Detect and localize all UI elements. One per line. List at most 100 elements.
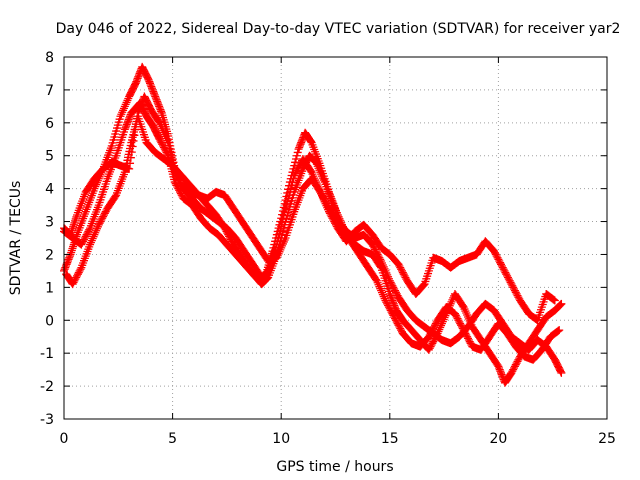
data-point [324, 205, 333, 214]
data-point [72, 212, 81, 221]
data-point [120, 102, 129, 111]
data-point [316, 168, 325, 177]
y-tick-label: 1 [45, 280, 54, 296]
data-point [71, 216, 80, 225]
data-point [459, 303, 468, 312]
data-point [90, 184, 99, 193]
x-tick-label: 15 [381, 431, 399, 447]
data-point [277, 243, 286, 252]
data-point [274, 233, 283, 242]
data-point [157, 122, 166, 131]
data-point [111, 192, 120, 201]
data-point [86, 240, 95, 249]
data-point [117, 110, 126, 119]
data-point [155, 118, 164, 127]
data-point [318, 172, 327, 181]
data-point [320, 197, 329, 206]
x-tick-label: 5 [168, 431, 177, 447]
data-point [262, 268, 271, 277]
data-point [378, 260, 387, 269]
data-point [460, 305, 469, 314]
data-point [317, 170, 326, 179]
data-point [67, 248, 76, 257]
data-point [160, 130, 169, 139]
data-points [60, 62, 566, 387]
data-point [67, 246, 76, 255]
data-point [279, 237, 288, 246]
data-point [319, 176, 328, 185]
y-tick-label: 5 [45, 149, 54, 165]
data-point [381, 266, 390, 275]
data-point [156, 120, 165, 129]
x-tick-labels: 0 5 10 15 20 25 [60, 431, 616, 447]
plot-frame [63, 56, 608, 420]
data-point [276, 245, 285, 254]
data-point [314, 164, 323, 173]
x-tick-label: 20 [489, 431, 507, 447]
data-point [85, 225, 94, 234]
data-point [374, 280, 383, 289]
data-point [86, 238, 95, 247]
data-point [382, 268, 391, 277]
y-tick-labels: -3 -2 -1 0 1 2 3 4 5 6 7 8 [40, 50, 54, 428]
data-point [69, 220, 78, 229]
data-point [376, 255, 385, 264]
data-point [119, 104, 128, 113]
x-tick-label: 10 [272, 431, 290, 447]
data-point [322, 201, 331, 210]
data-point [123, 96, 132, 105]
data-point [276, 226, 285, 235]
data-point [67, 228, 76, 237]
data-point [116, 112, 125, 121]
data-point [89, 232, 98, 241]
data-point [315, 166, 324, 175]
data-point [383, 270, 392, 279]
data-point [461, 307, 470, 316]
data-point [377, 286, 386, 295]
data-point [159, 126, 168, 135]
data-point [273, 236, 282, 245]
data-point [379, 262, 388, 271]
data-point [93, 222, 102, 231]
data-point [277, 222, 286, 231]
data-point [377, 288, 386, 297]
y-tick-label: 0 [45, 313, 54, 329]
y-tick-label: 7 [45, 83, 54, 99]
x-axis-label: GPS time / hours [276, 459, 393, 475]
data-point [274, 249, 283, 258]
y-tick-label: -1 [40, 346, 54, 362]
data-point [318, 193, 327, 202]
data-point [554, 326, 563, 335]
data-point [323, 203, 332, 212]
data-point [68, 244, 77, 253]
data-point [375, 282, 384, 291]
data-point [436, 323, 445, 332]
data-point [555, 301, 564, 310]
y-tick-label: -3 [40, 412, 54, 428]
data-point [65, 252, 74, 261]
data-point [557, 368, 566, 377]
data-point [275, 247, 284, 256]
data-point [462, 309, 471, 318]
data-point [318, 191, 327, 200]
data-point [278, 239, 287, 248]
data-point [384, 272, 393, 281]
data-point [553, 327, 562, 336]
data-point [380, 264, 389, 273]
data-point [418, 282, 427, 291]
data-point [278, 241, 287, 250]
data-point [550, 296, 559, 305]
data-point [463, 312, 472, 321]
data-point [556, 300, 565, 309]
y-tick-label: 8 [45, 50, 54, 66]
data-point [280, 235, 289, 244]
data-point [306, 136, 315, 145]
data-point [67, 226, 76, 235]
data-point [435, 325, 444, 334]
y-tick-label: 2 [45, 247, 54, 263]
data-point [448, 295, 457, 304]
y-tick-label: -2 [40, 379, 54, 395]
data-point [463, 311, 472, 320]
data-point [88, 234, 97, 243]
data-point [321, 199, 330, 208]
